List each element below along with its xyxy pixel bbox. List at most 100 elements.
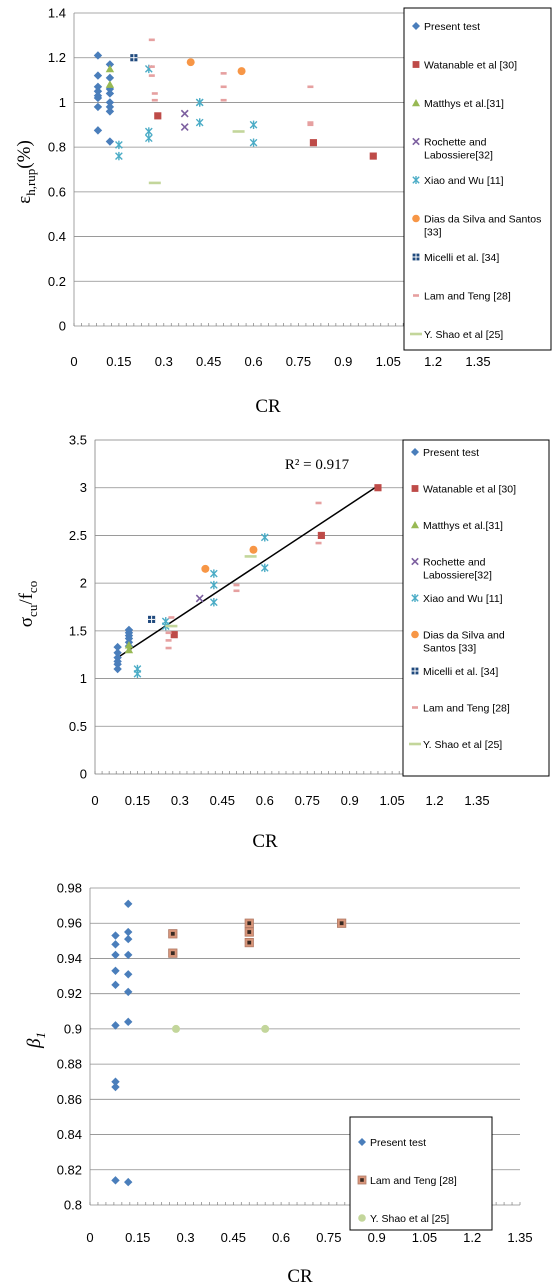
- legend-marker: [411, 485, 419, 492]
- marker-dash: [220, 85, 227, 89]
- marker-diamond: [93, 126, 103, 135]
- data-point: [133, 669, 142, 678]
- y-axis-title-part: ε: [14, 196, 35, 204]
- marker-diamond: [105, 89, 115, 98]
- x-tick-label: 0.15: [106, 354, 131, 369]
- x-tick-label: 1.35: [464, 793, 489, 808]
- data-point: [249, 545, 258, 554]
- x-tick-label: 0.15: [125, 1230, 150, 1245]
- x-minor-ticks: [94, 771, 478, 774]
- legend-box: [349, 1116, 493, 1231]
- y-tick-label: 1: [80, 671, 87, 686]
- data-point: [209, 598, 218, 607]
- x-tick-label: 0.3: [155, 354, 173, 369]
- legend-marker: [409, 742, 421, 746]
- legend-label: Dias da Silva and Santos [33]: [423, 630, 505, 655]
- legend-label: Micelli et al. [34]: [424, 252, 499, 264]
- x-tick-label: 0.75: [295, 793, 320, 808]
- marker-diamond: [93, 102, 103, 112]
- y-tick-label: 0.88: [57, 1057, 82, 1072]
- legend-label: Xiao and Wu [11]: [424, 175, 504, 187]
- x-tick-label: 0.9: [334, 354, 352, 369]
- legend-marker: [358, 1214, 366, 1222]
- marker-square: [154, 112, 162, 120]
- data-point: [220, 85, 227, 89]
- data-point: [233, 583, 240, 587]
- series-y-shao-et-al-25: [148, 130, 245, 185]
- marker-diamond: [113, 664, 122, 674]
- marker-circle: [249, 545, 258, 554]
- legend-label: Watanable et al [30]: [424, 60, 517, 72]
- y-tick-label: 0.84: [57, 1127, 82, 1142]
- legend-marker: [412, 22, 420, 30]
- legend-marker: [411, 448, 419, 456]
- marker-circle: [186, 58, 195, 67]
- legend-marker: [411, 630, 419, 639]
- x-tick-label: 0: [86, 1230, 93, 1245]
- legend-marker: [413, 294, 419, 297]
- data-point: [244, 555, 257, 558]
- data-point: [220, 98, 227, 102]
- series-matthys-et-al-31: [105, 64, 115, 88]
- marker-diamond: [412, 22, 420, 30]
- marker-dash: [165, 646, 172, 650]
- data-point: [105, 89, 115, 98]
- data-point: [105, 107, 115, 116]
- data-point: [111, 931, 120, 940]
- legend-marker: [412, 61, 420, 68]
- data-point: [115, 140, 123, 150]
- legend-marker: [358, 1138, 366, 1146]
- data-point: [113, 664, 122, 674]
- legend-marker: [357, 1175, 367, 1185]
- data-point: [195, 594, 204, 603]
- marker-diamond: [124, 950, 133, 960]
- x-tick-label: 0.3: [171, 793, 189, 808]
- marker-diamond: [111, 1077, 120, 1086]
- legend-label: Matthys et al.[31]: [423, 520, 503, 532]
- marker-diamond: [105, 107, 115, 116]
- x-tick-label: 1.35: [507, 1230, 532, 1245]
- marker-core: [170, 931, 175, 936]
- marker-x-stroke: [411, 557, 419, 566]
- data-point: [249, 138, 258, 147]
- data-point: [170, 631, 178, 639]
- marker-circle: [412, 214, 420, 223]
- marker-dash: [307, 121, 314, 124]
- series-dias-da-silva-and-santos-33: [201, 545, 258, 573]
- y-tick-label: 0.94: [57, 951, 82, 966]
- marker-dash: [307, 85, 314, 89]
- x-tick-label: 1.2: [463, 1230, 481, 1245]
- data-point: [105, 98, 115, 107]
- legend-marker: [411, 594, 419, 602]
- series-present-test: [111, 899, 133, 1187]
- marker-hbar: [244, 555, 257, 558]
- legend-marker: [411, 557, 419, 566]
- marker-core: [247, 930, 252, 934]
- data-point: [315, 501, 322, 505]
- series-micelli-et-al-34: [148, 615, 156, 623]
- x-axis-title: CR: [287, 1266, 313, 1287]
- legend-label: Lam and Teng [28]: [423, 703, 510, 715]
- marker-diamond: [105, 60, 115, 69]
- data-point: [111, 1077, 120, 1086]
- data-point: [148, 38, 155, 42]
- y-tick-label: 0.6: [48, 184, 66, 199]
- data-point: [201, 564, 210, 573]
- marker-diamond: [111, 950, 120, 960]
- legend-label: Present test: [423, 447, 479, 459]
- legend-marker: [411, 667, 419, 675]
- marker-hbar: [409, 742, 421, 746]
- series-lam-and-teng-28: [165, 501, 322, 650]
- marker-dash: [233, 583, 240, 587]
- data-point: [165, 646, 172, 650]
- marker-triangle: [124, 640, 134, 649]
- marker-square: [412, 61, 420, 68]
- marker-diamond: [93, 87, 103, 96]
- marker-hbar: [232, 130, 245, 133]
- data-point: [115, 151, 123, 161]
- data-point: [124, 1177, 133, 1187]
- x-tick-label: 0.9: [368, 1230, 386, 1245]
- data-point: [237, 67, 246, 76]
- data-point: [113, 660, 122, 669]
- data-point: [337, 918, 347, 928]
